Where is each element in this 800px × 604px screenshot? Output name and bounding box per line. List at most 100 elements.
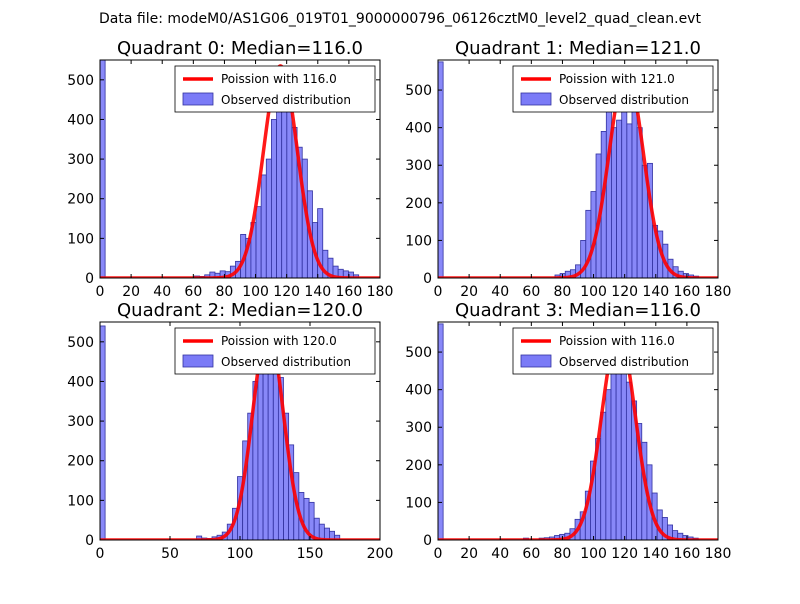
histogram-bar: [585, 209, 592, 278]
y-tick-label: 400: [67, 112, 94, 128]
y-tick-label: 100: [405, 233, 432, 249]
legend: Poission with 116.0 Observed distribution: [174, 65, 376, 113]
histogram-bar: [286, 103, 293, 278]
legend: Poission with 120.0 Observed distribution: [174, 327, 376, 375]
x-tick-label: 0: [434, 546, 443, 562]
x-tick-label: 100: [227, 546, 254, 562]
y-tick-label: 300: [405, 158, 432, 174]
x-tick-label: 180: [705, 546, 732, 562]
legend-label-observed: Observed distribution: [559, 93, 689, 107]
x-tick-label: 160: [674, 546, 701, 562]
x-tick-label: 80: [216, 284, 234, 300]
y-tick-label: 400: [405, 121, 432, 137]
x-tick-label: 20: [460, 546, 478, 562]
y-tick-label: 300: [67, 152, 94, 168]
panel-title: Quadrant 1: Median=121.0: [455, 38, 701, 59]
x-tick-label: 140: [642, 546, 669, 562]
y-tick-label: 300: [67, 414, 94, 430]
x-tick-label: 150: [297, 546, 324, 562]
y-tick-label: 0: [423, 533, 432, 549]
y-tick-label: 100: [405, 495, 432, 511]
x-tick-label: 0: [96, 284, 105, 300]
legend-label-observed: Observed distribution: [221, 93, 351, 107]
histogram-bar: [265, 158, 272, 278]
plot-frame: [437, 59, 719, 279]
legend-label-poisson: Poission with 116.0: [559, 334, 675, 348]
plot-frame: [99, 59, 381, 279]
x-tick-label: 0: [434, 284, 443, 300]
quadrant-3-panel: Quadrant 3: Median=116.00 20 40 60 80 100 120 1…: [405, 300, 731, 562]
histogram-bar: [100, 60, 106, 278]
legend-label-poisson: Poission with 116.0: [221, 72, 337, 86]
y-tick-label: 500: [67, 335, 94, 351]
y-tick-label: 0: [423, 271, 432, 287]
plot-frame: [437, 321, 719, 541]
histogram-bar: [625, 381, 632, 540]
legend: Poission with 116.0 Observed distribution: [512, 327, 714, 375]
histogram-bar: [631, 97, 638, 278]
legend-bar-swatch: [520, 92, 552, 106]
x-tick-label: 120: [273, 284, 300, 300]
x-tick-label: 200: [367, 546, 394, 562]
histogram-bar: [605, 389, 612, 540]
legend: Poission with 121.0 Observed distribution: [512, 65, 714, 113]
x-tick-label: 80: [554, 284, 572, 300]
x-tick-label: 80: [554, 546, 572, 562]
histogram-bar: [281, 99, 288, 278]
histogram-bar: [272, 353, 279, 540]
x-tick-label: 0: [96, 546, 105, 562]
y-tick-label: 300: [405, 420, 432, 436]
y-tick-label: 100: [67, 493, 94, 509]
histogram-bar: [260, 174, 267, 278]
y-tick-label: 0: [85, 271, 94, 287]
legend-label-poisson: Poission with 121.0: [559, 72, 675, 86]
x-tick-label: 60: [184, 284, 202, 300]
x-tick-label: 140: [304, 284, 331, 300]
histogram-bar: [620, 359, 627, 540]
panels: Quadrant 0: Median=116.00 20 40 60 80 100 120 1…: [67, 38, 731, 562]
poisson-curve: [438, 69, 718, 278]
x-tick-label: 60: [522, 284, 540, 300]
histogram-bar: [605, 100, 612, 278]
histogram-bar: [438, 61, 444, 278]
x-tick-label: 120: [611, 546, 638, 562]
x-tick-label: 160: [674, 284, 701, 300]
legend-label-poisson: Poission with 120.0: [221, 334, 337, 348]
x-tick-label: 180: [705, 284, 732, 300]
legend-label-observed: Observed distribution: [559, 355, 689, 369]
x-tick-label: 140: [642, 284, 669, 300]
x-tick-label: 60: [522, 546, 540, 562]
x-tick-label: 50: [161, 546, 179, 562]
legend-bar-swatch: [182, 354, 214, 368]
y-tick-label: 0: [85, 533, 94, 549]
y-tick-label: 500: [67, 73, 94, 89]
y-tick-label: 200: [67, 192, 94, 208]
legend-bar-swatch: [520, 354, 552, 368]
y-tick-label: 400: [67, 374, 94, 390]
figure-suptitle: Data file: modeM0/AS1G06_019T01_90000007…: [99, 11, 701, 27]
x-tick-label: 160: [336, 284, 363, 300]
poisson-curve: [438, 331, 718, 540]
y-tick-label: 200: [405, 458, 432, 474]
y-tick-label: 400: [405, 383, 432, 399]
y-tick-label: 100: [67, 231, 94, 247]
x-tick-label: 180: [367, 284, 394, 300]
x-tick-label: 40: [491, 284, 509, 300]
histogram-bar: [611, 127, 617, 278]
histogram-bar: [616, 119, 623, 278]
histogram-bar: [267, 349, 274, 540]
histogram-bar: [600, 411, 607, 540]
histogram-bar: [438, 323, 444, 540]
y-tick-label: 200: [405, 196, 432, 212]
x-tick-label: 100: [580, 284, 607, 300]
x-tick-label: 100: [580, 546, 607, 562]
y-tick-label: 500: [405, 345, 432, 361]
legend-label-observed: Observed distribution: [221, 355, 351, 369]
histogram-bar: [610, 362, 617, 540]
x-tick-label: 120: [611, 284, 638, 300]
histogram-bar: [271, 119, 277, 278]
legend-bar-swatch: [182, 92, 214, 106]
quadrant-0-panel: Quadrant 0: Median=116.00 20 40 60 80 100 120 1…: [67, 38, 393, 300]
histogram-bar: [626, 123, 633, 278]
